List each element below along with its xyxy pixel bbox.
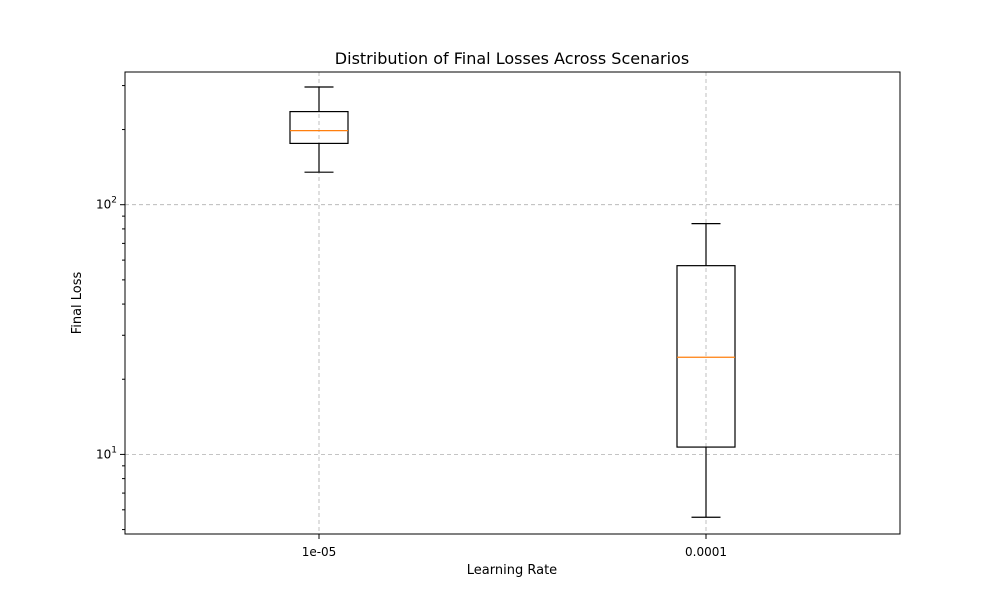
y-tick-label: 102 bbox=[96, 196, 117, 212]
boxes bbox=[289, 86, 736, 518]
axis-ticks: 1e-05 0.0001 101 102 bbox=[96, 85, 727, 559]
box-1e-05 bbox=[289, 86, 349, 173]
y-tick-label: 101 bbox=[96, 445, 117, 461]
plot-frame bbox=[124, 71, 901, 535]
chart-title: Distribution of Final Losses Across Scen… bbox=[335, 49, 689, 68]
iqr-box bbox=[676, 265, 736, 448]
grid-lines bbox=[125, 72, 900, 534]
box-0.0001 bbox=[676, 223, 736, 518]
y-axis-label: Final Loss bbox=[70, 271, 85, 334]
x-tick-label: 1e-05 bbox=[302, 545, 337, 559]
iqr-box bbox=[289, 110, 349, 145]
x-axis-label: Learning Rate bbox=[467, 563, 557, 578]
x-tick-label: 0.0001 bbox=[685, 545, 727, 559]
